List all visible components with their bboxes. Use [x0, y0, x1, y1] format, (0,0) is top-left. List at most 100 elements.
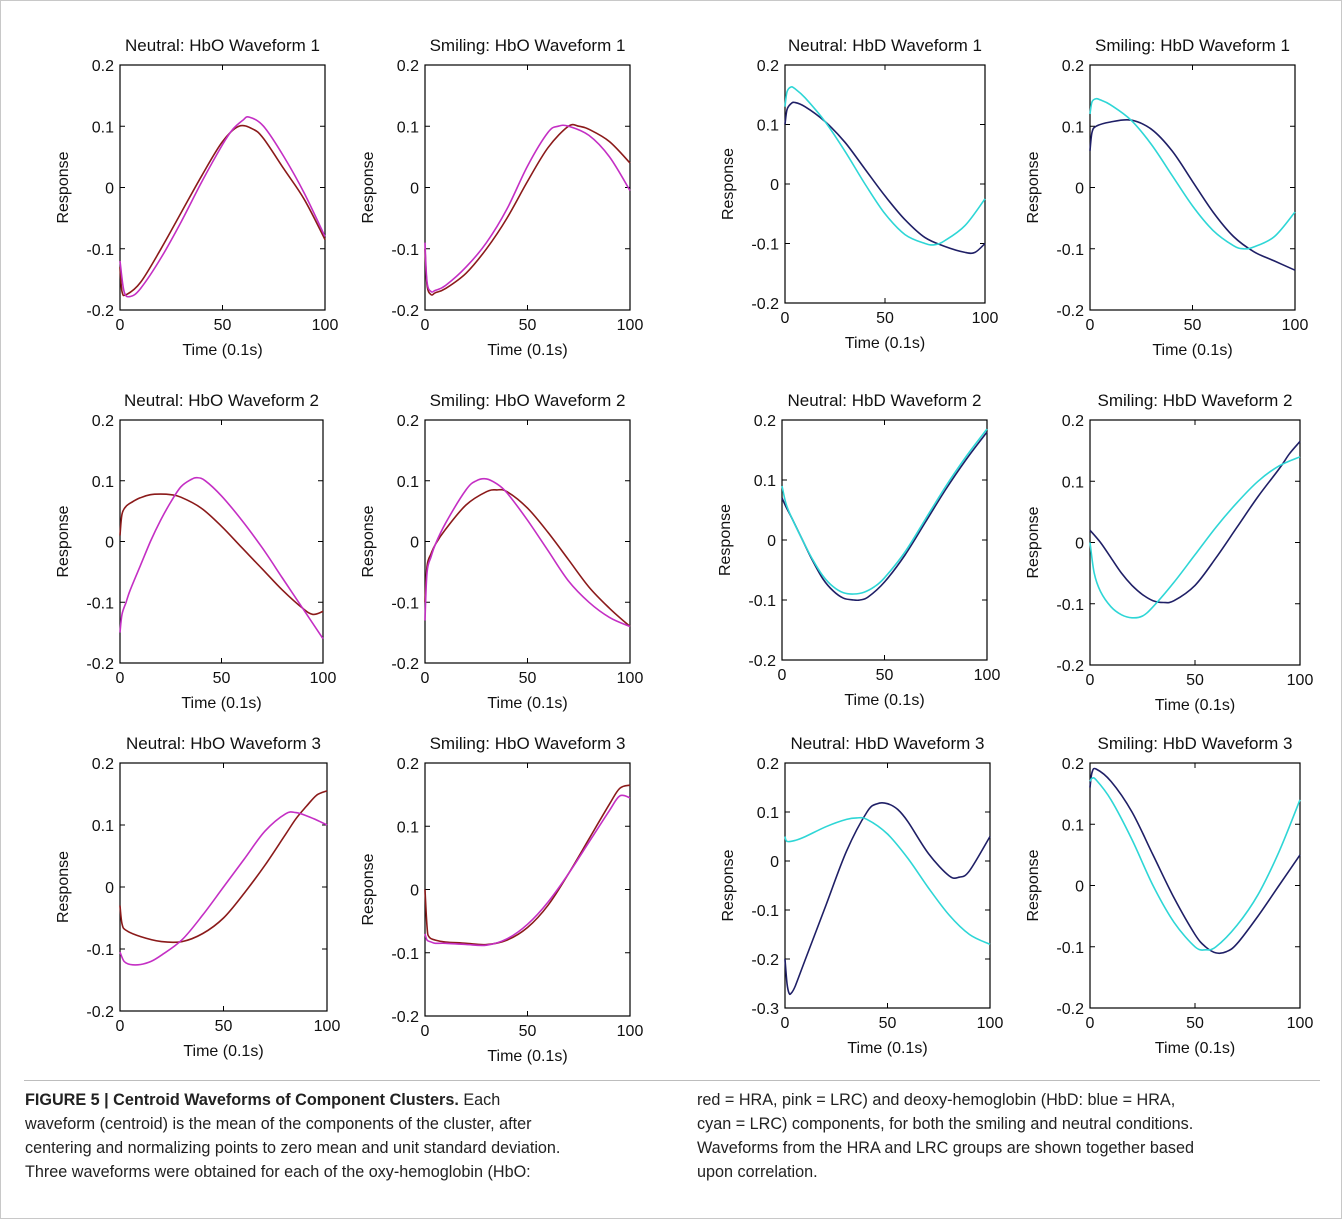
- y-tick-label: 0.2: [397, 413, 419, 430]
- y-tick-label: -0.3: [751, 1001, 779, 1018]
- y-tick-label: 0.2: [757, 756, 779, 773]
- plot-area: [781, 419, 988, 661]
- plot-area: [424, 64, 631, 311]
- y-tick-label: 0.1: [397, 474, 419, 491]
- y-tick-label: 0.2: [1062, 756, 1084, 773]
- chart-panel: Smiling: HbD Waveform 3 0 50 100 -0.2 -0.1 0 0.…: [1025, 734, 1313, 1057]
- x-tick-label: 100: [617, 317, 644, 334]
- y-tick-label: 0.1: [1062, 119, 1084, 136]
- chart-panel: Neutral: HbO Waveform 1 0 50 100 -0.2 -0.1 0 0.…: [55, 36, 338, 359]
- x-axis-label: Time (0.1s): [181, 695, 261, 712]
- y-tick-label: -0.2: [86, 1004, 114, 1021]
- chart-title: Smiling: HbD Waveform 2: [1098, 391, 1293, 410]
- chart-title: Neutral: HbO Waveform 3: [126, 734, 321, 753]
- y-tick-label: 0: [410, 181, 419, 198]
- series-line: [781, 428, 988, 595]
- y-tick-label: 0.1: [92, 119, 114, 136]
- y-axis-label: Response: [1025, 151, 1042, 223]
- y-tick-label: -0.2: [86, 303, 114, 320]
- chart-title: Smiling: HbD Waveform 1: [1095, 36, 1290, 55]
- x-tick-label: 0: [421, 317, 430, 334]
- series-line: [424, 784, 631, 946]
- plot-area: [424, 762, 631, 1017]
- caption-divider: [24, 1080, 1320, 1081]
- series-line: [1089, 456, 1301, 619]
- y-axis-label: Response: [1025, 506, 1042, 578]
- y-axis-label: Response: [1025, 849, 1042, 921]
- caption-label: FIGURE 5 | Centroid Waveforms of Compone…: [25, 1091, 459, 1109]
- y-tick-label: -0.2: [1056, 658, 1084, 675]
- chart-title: Smiling: HbO Waveform 1: [430, 36, 626, 55]
- x-axis-label: Time (0.1s): [844, 692, 924, 709]
- y-tick-label: 0.2: [92, 58, 114, 75]
- y-axis-label: Response: [720, 849, 737, 921]
- chart-grid: Neutral: HbO Waveform 1 0 50 100 -0.2 -0.1 0 0.…: [55, 36, 1314, 1065]
- x-axis-label: Time (0.1s): [847, 1040, 927, 1057]
- series-line: [119, 493, 324, 616]
- y-tick-label: 0: [767, 533, 776, 550]
- x-tick-label: 0: [116, 1018, 125, 1035]
- y-tick-label: 0.2: [754, 413, 776, 430]
- x-tick-label: 0: [781, 1015, 790, 1032]
- y-axis-label: Response: [55, 151, 72, 223]
- y-tick-label: 0.2: [1062, 58, 1084, 75]
- x-tick-label: 50: [1184, 317, 1202, 334]
- chart-title: Neutral: HbD Waveform 1: [788, 36, 982, 55]
- x-axis-label: Time (0.1s): [1155, 697, 1235, 714]
- series-line: [424, 477, 631, 628]
- y-tick-label: -0.1: [1056, 242, 1084, 259]
- series-line: [1089, 118, 1296, 271]
- x-axis-label: Time (0.1s): [487, 695, 567, 712]
- chart-title: Neutral: HbO Waveform 1: [125, 36, 320, 55]
- y-tick-label: 0: [410, 535, 419, 552]
- y-tick-label: 0: [770, 177, 779, 194]
- series-line: [119, 790, 328, 944]
- y-tick-label: 0: [770, 854, 779, 871]
- y-tick-label: 0: [105, 181, 114, 198]
- x-tick-label: 100: [312, 317, 339, 334]
- x-tick-label: 100: [1287, 672, 1314, 689]
- series-line: [784, 86, 986, 246]
- y-tick-label: 0.1: [397, 819, 419, 836]
- chart-title: Neutral: HbD Waveform 2: [788, 391, 982, 410]
- series-line: [119, 476, 324, 640]
- chart-panel: Smiling: HbO Waveform 3 0 50 100 -0.2 -0.1 0 0.…: [360, 734, 643, 1065]
- y-tick-label: -0.2: [1056, 1001, 1084, 1018]
- y-tick-label: -0.1: [1056, 597, 1084, 614]
- x-tick-label: 0: [116, 670, 125, 687]
- y-tick-label: 0.2: [757, 58, 779, 75]
- series-line: [1089, 97, 1296, 250]
- x-tick-label: 50: [519, 670, 537, 687]
- chart-title: Smiling: HbD Waveform 3: [1098, 734, 1293, 753]
- x-axis-label: Time (0.1s): [1155, 1040, 1235, 1057]
- chart-panel: Neutral: HbD Waveform 3 0 50 100 -0.3 -0.2 -0.…: [720, 734, 1003, 1057]
- series-line: [1089, 767, 1301, 955]
- x-tick-label: 100: [972, 310, 999, 327]
- y-axis-label: Response: [55, 851, 72, 923]
- x-tick-label: 50: [1186, 1015, 1204, 1032]
- x-tick-label: 50: [879, 1015, 897, 1032]
- y-tick-label: 0.2: [397, 58, 419, 75]
- y-axis-label: Response: [717, 504, 734, 576]
- x-tick-label: 100: [974, 667, 1001, 684]
- series-line: [119, 124, 326, 297]
- y-tick-label: 0.1: [1062, 474, 1084, 491]
- y-tick-label: 0: [105, 535, 114, 552]
- y-tick-label: 0: [1075, 536, 1084, 553]
- series-line: [784, 802, 991, 996]
- y-tick-label: 0: [1075, 181, 1084, 198]
- y-tick-label: 0.2: [397, 756, 419, 773]
- y-tick-label: -0.1: [751, 903, 779, 920]
- chart-title: Neutral: HbO Waveform 2: [124, 391, 319, 410]
- y-tick-label: 0.1: [1062, 817, 1084, 834]
- y-tick-label: -0.1: [86, 942, 114, 959]
- x-tick-label: 50: [215, 1018, 233, 1035]
- series-line: [784, 101, 986, 255]
- caption-line: waveform (centroid) is the mean of the c…: [25, 1115, 532, 1133]
- x-tick-label: 50: [876, 667, 894, 684]
- y-tick-label: 0.2: [92, 756, 114, 773]
- x-tick-label: 50: [1186, 672, 1204, 689]
- series-line: [424, 124, 631, 293]
- series-line: [1089, 777, 1301, 951]
- x-tick-label: 0: [778, 667, 787, 684]
